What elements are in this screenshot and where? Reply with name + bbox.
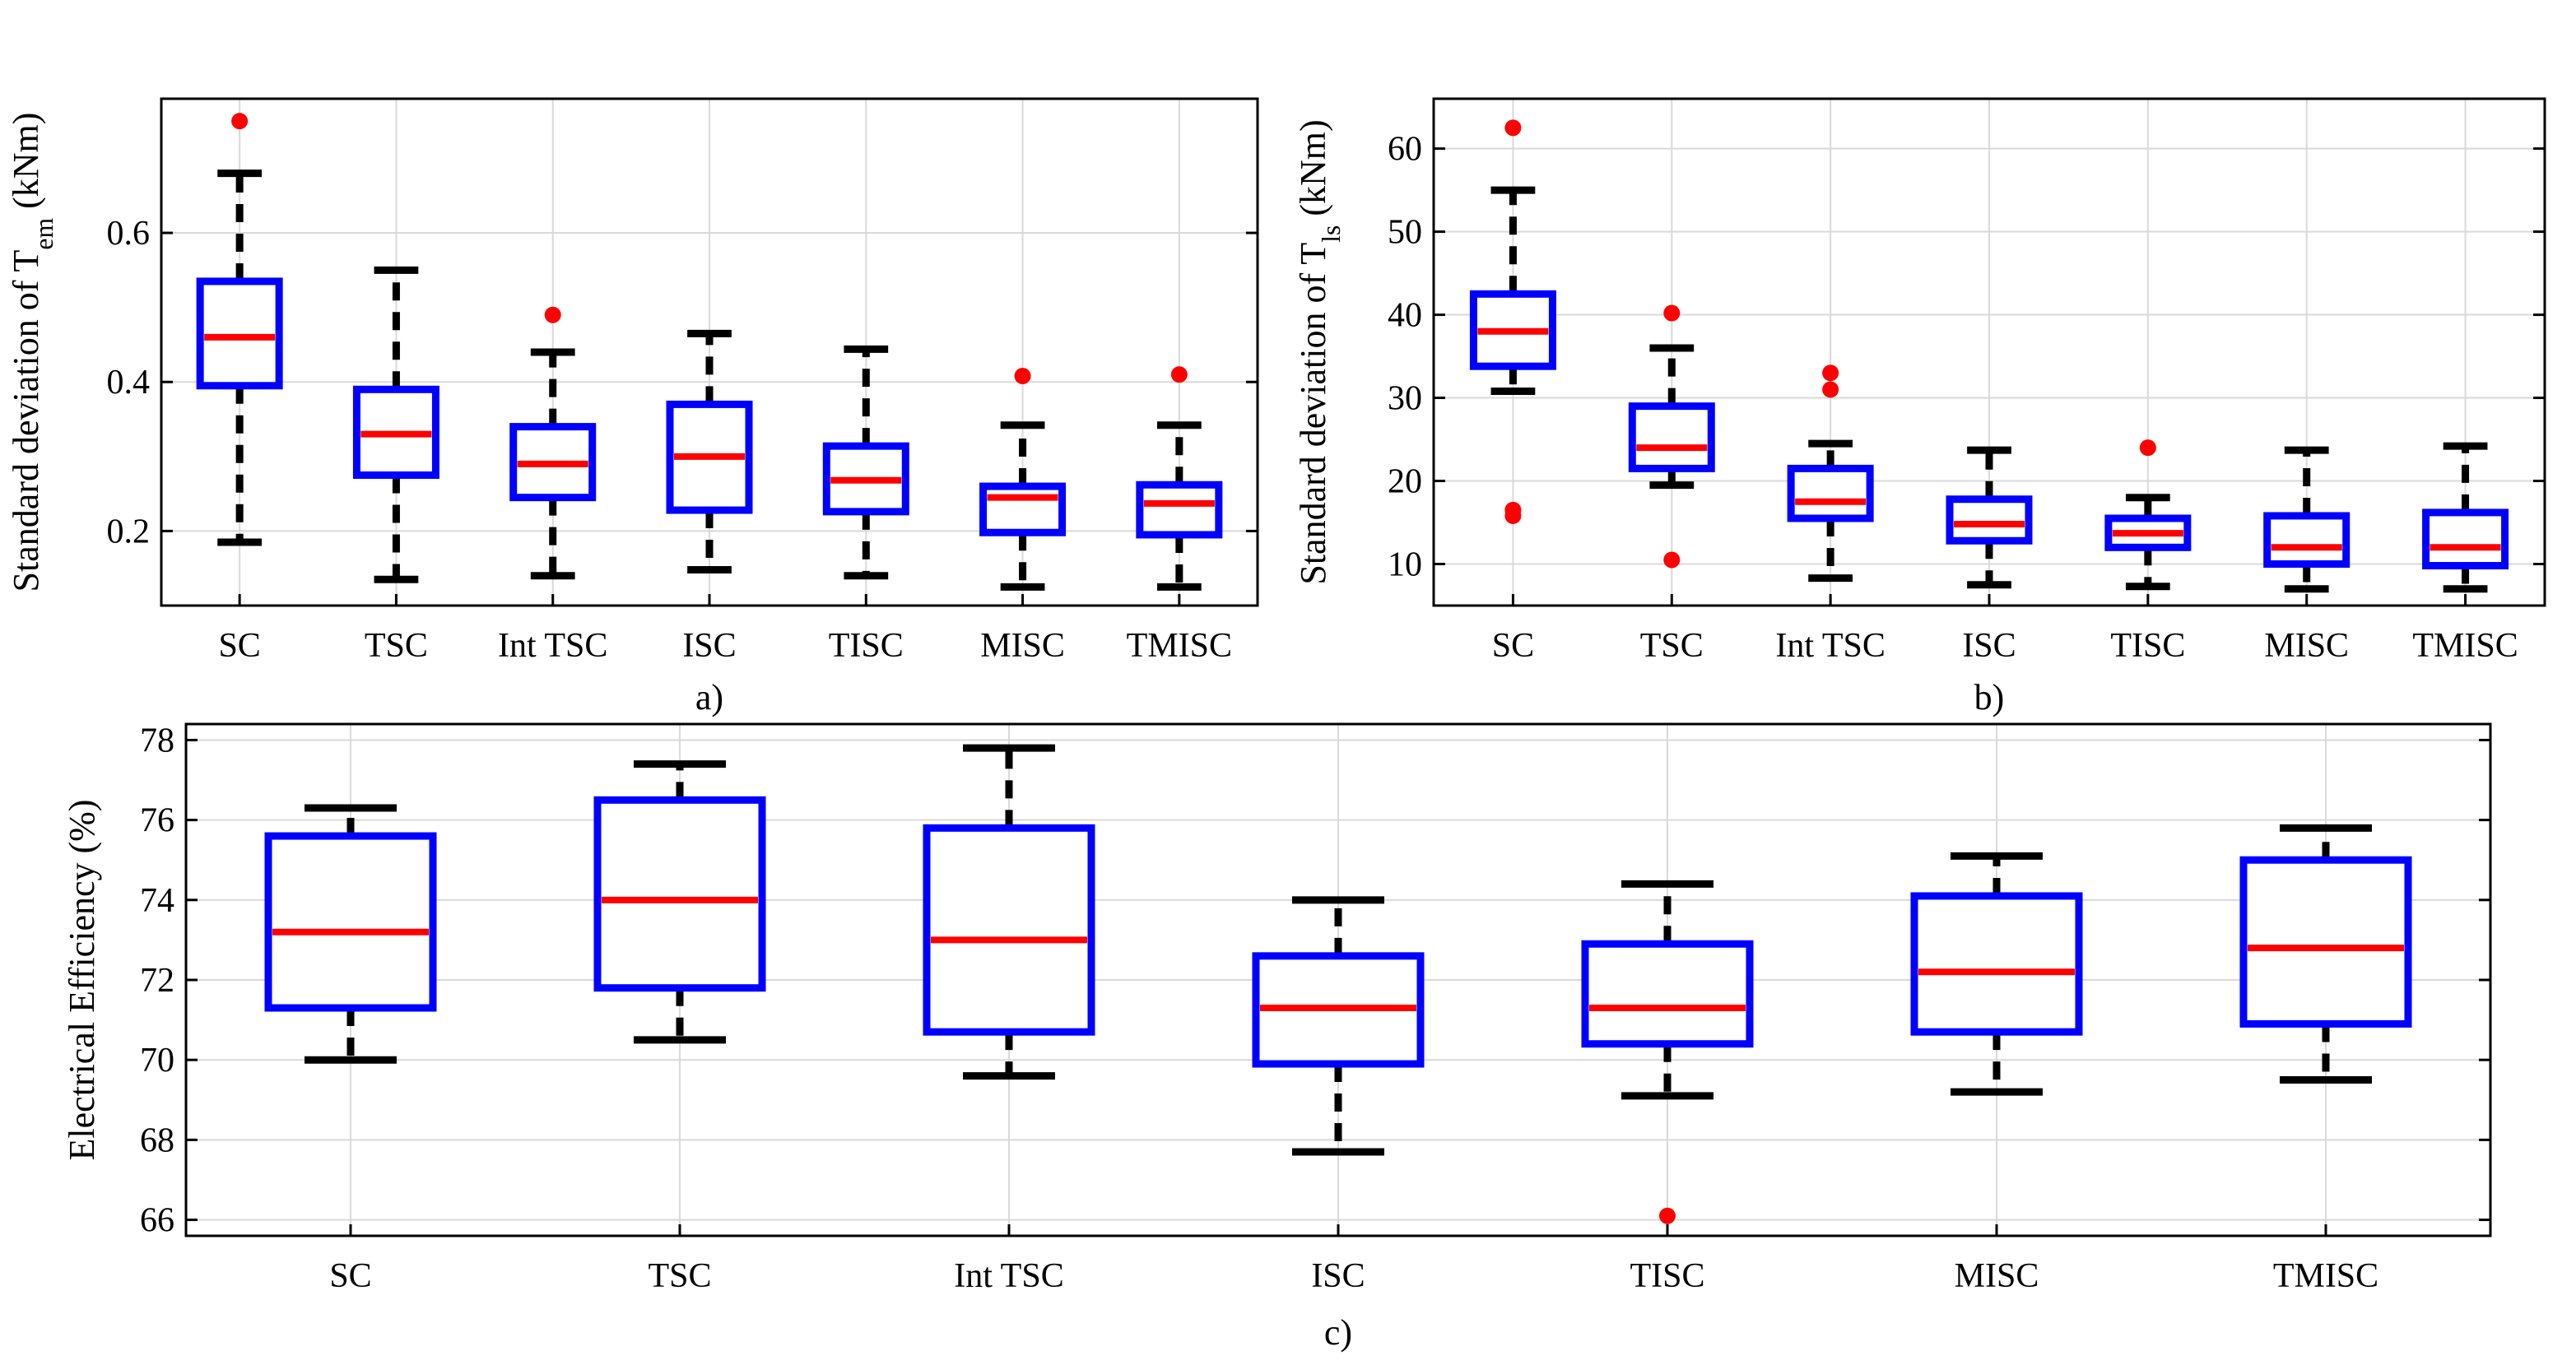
chart-b-caption: b) <box>1974 677 2005 717</box>
chart-c-xtick-label: TISC <box>1630 1257 1704 1295</box>
chart-b-ytick-label: 20 <box>1388 463 1422 501</box>
chart-b-box-int-tsc-iqr-box <box>1787 464 1874 522</box>
chart-b-ylabel-main: Standard deviation of T <box>1293 243 1333 585</box>
chart-c-box-tisc-iqr-box <box>1581 940 1754 1048</box>
chart-b-xtick-label: TSC <box>1640 627 1704 665</box>
chart-a-box-sc-outlier-point <box>231 113 249 130</box>
chart-a-box-misc-iqr-box <box>979 482 1067 536</box>
chart-c-xtick-label: TMISC <box>2273 1257 2378 1295</box>
chart-a-box-tmisc-iqr-box <box>1136 481 1223 539</box>
chart-c-box-int-tsc-iqr-box <box>923 824 1095 1036</box>
chart-b-xtick-label: Int TSC <box>1775 627 1885 665</box>
chart-a-xtick-label: MISC <box>980 627 1065 665</box>
chart-c-xtick-label: TSC <box>648 1257 711 1295</box>
chart-b-ylabel-unit: (kNm) <box>1293 119 1333 225</box>
chart-b-xtick-label: SC <box>1492 627 1534 665</box>
chart-b-box-tsc-outlier-point <box>1663 551 1681 569</box>
chart-b-box-isc-iqr-box <box>1946 495 2033 545</box>
chart-c-ylabel: Electrical Efficiency (%) <box>62 800 102 1161</box>
chart-b-box-sc-outlier-point <box>1504 119 1522 137</box>
chart-c-ytick-label: 78 <box>140 722 174 759</box>
chart-b-box-int-tsc-outlier-point <box>1822 364 1839 382</box>
chart-a-ylabel-unit: (kNm) <box>6 113 46 218</box>
chart-a-xtick-label: TSC <box>365 627 428 665</box>
chart-b-box-tsc-iqr-box <box>1628 402 1715 472</box>
chart-a-ylabel-subscript: em <box>30 218 58 250</box>
chart-c-ytick-label: 66 <box>140 1202 174 1240</box>
chart-c-ytick-label: 72 <box>140 962 174 1000</box>
chart-b-box-tsc-outlier-point <box>1663 304 1681 322</box>
chart-c-box-misc-iqr-box <box>1910 892 2083 1036</box>
chart-b-ytick-label: 50 <box>1388 214 1422 252</box>
chart-c-box-sc-iqr-box <box>264 832 437 1012</box>
chart-b-box-int-tsc-outlier-point <box>1822 381 1839 398</box>
chart-c-ytick-label: 74 <box>140 882 174 920</box>
chart-a-box-int-tsc-outlier-point <box>544 306 561 323</box>
chart-b-box-misc-iqr-box <box>2263 512 2350 569</box>
chart-c-ytick-label: 70 <box>140 1042 174 1079</box>
chart-a-ylabel: Standard deviation of Tem (kNm) <box>6 113 58 592</box>
chart-b-box-sc-outlier-point <box>1504 507 1522 524</box>
chart-a-xtick-label: TMISC <box>1127 627 1232 665</box>
chart-a-box-tmisc-outlier-point <box>1170 366 1188 383</box>
chart-c-box-tisc-outlier-point <box>1659 1207 1676 1224</box>
chart-a-ytick-label: 0.6 <box>107 215 151 253</box>
chart-b-ytick-label: 10 <box>1388 546 1422 584</box>
chart-c-caption: c) <box>1324 1312 1352 1353</box>
chart-c-xtick-label: MISC <box>1955 1257 2039 1295</box>
chart-c-xtick-label: SC <box>329 1257 371 1295</box>
chart-b-xtick-label: MISC <box>2264 627 2349 665</box>
chart-a-xtick-label: ISC <box>682 627 736 665</box>
chart-b-xtick-label: TMISC <box>2412 627 2518 665</box>
chart-a-ytick-label: 0.4 <box>107 364 151 402</box>
chart-b-ytick-label: 40 <box>1388 297 1422 335</box>
chart-b-ytick-label: 60 <box>1388 131 1422 169</box>
chart-b-xtick-label: TISC <box>2110 627 2185 665</box>
chart-b-ytick-label: 30 <box>1388 380 1422 418</box>
chart-b-ylabel: Standard deviation of Tls (kNm) <box>1293 119 1346 584</box>
chart-c-ytick-label: 76 <box>140 802 174 840</box>
chart-a-xtick-label: TISC <box>829 627 904 665</box>
chart-c-ytick-label: 68 <box>140 1121 174 1159</box>
chart-a-ylabel-main: Standard deviation of T <box>6 249 46 592</box>
chart-c-box-tmisc-iqr-box <box>2239 856 2412 1028</box>
chart-c-box-tsc-iqr-box <box>593 796 766 992</box>
chart-a-box-misc-outlier-point <box>1014 367 1031 384</box>
chart-b-box-tisc-outlier-point <box>2139 439 2156 457</box>
chart-a-box-sc-iqr-box <box>196 277 283 390</box>
chart-b-xtick-label: ISC <box>1962 627 2016 665</box>
chart-c-xtick-label: ISC <box>1311 1257 1365 1295</box>
chart-b-ylabel-subscript: ls <box>1317 225 1346 243</box>
chart-a-caption: a) <box>695 677 723 717</box>
chart-c-xtick-label: Int TSC <box>954 1257 1063 1295</box>
chart-a-xtick-label: SC <box>218 627 260 665</box>
chart-c-ylabel-main: Electrical Efficiency (%) <box>62 800 102 1161</box>
chart-a-xtick-label: Int TSC <box>498 627 607 665</box>
chart-b-box-tmisc-iqr-box <box>2422 508 2509 570</box>
chart-a-ytick-label: 0.2 <box>107 513 151 550</box>
